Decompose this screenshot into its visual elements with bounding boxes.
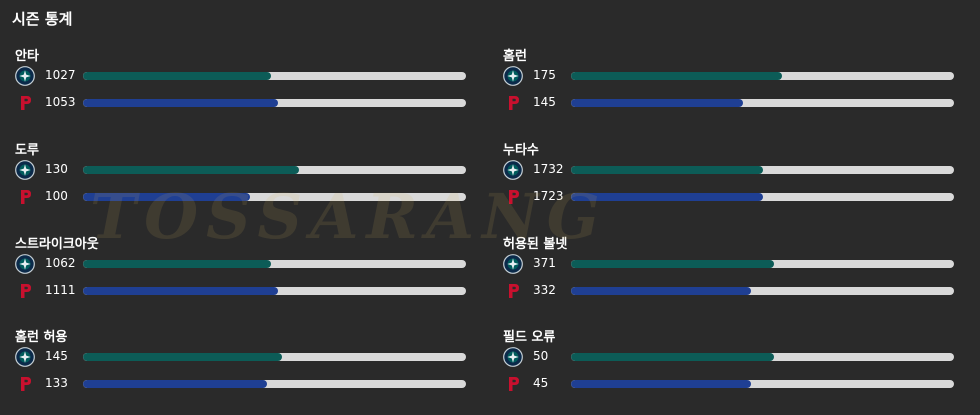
stat-bar-track [83, 166, 466, 174]
stat-value: 1062 [45, 256, 76, 270]
stat-value: 1732 [533, 162, 564, 176]
stat-bar-track [571, 166, 954, 174]
stat-value: 371 [533, 256, 556, 270]
mariners-stat-row: 371 [498, 253, 958, 275]
phillies-stat-row: 332 [498, 280, 958, 302]
mariners-stat-row: 145 [10, 346, 470, 368]
stat-bar-fill [571, 99, 744, 107]
stat-block: 홈런 175 145 [498, 45, 958, 125]
mariners-logo-icon [503, 160, 523, 180]
stat-value: 130 [45, 162, 68, 176]
stat-value: 45 [533, 376, 549, 390]
stat-bar-fill [83, 287, 279, 295]
phillies-logo-icon [15, 374, 35, 394]
stat-label: 홈런 허용 [15, 330, 68, 345]
phillies-logo-icon [503, 374, 523, 394]
stat-bar-track [571, 99, 954, 107]
mariners-stat-row: 130 [10, 159, 470, 181]
stat-bar-track [83, 353, 466, 361]
stat-bar-track [571, 380, 954, 388]
stat-bar-fill [571, 287, 751, 295]
stat-bar-track [83, 72, 466, 80]
stat-block: 필드 오류 50 45 [498, 326, 958, 406]
mariners-stat-row: 1027 [10, 65, 470, 87]
phillies-stat-row: 1723 [498, 186, 958, 208]
stat-value: 145 [533, 95, 556, 109]
mariners-logo-icon [15, 66, 35, 86]
mariners-logo-icon [503, 66, 523, 86]
mariners-logo-icon [15, 160, 35, 180]
stat-bar-fill [83, 260, 271, 268]
stat-label: 누타수 [503, 143, 539, 158]
stat-label: 안타 [15, 49, 39, 64]
mariners-stat-row: 50 [498, 346, 958, 368]
mariners-stat-row: 1062 [10, 253, 470, 275]
stat-block: 안타 1027 1053 [10, 45, 470, 125]
phillies-stat-row: 1053 [10, 92, 470, 114]
mariners-stat-row: 175 [498, 65, 958, 87]
stat-value: 145 [45, 349, 68, 363]
phillies-stat-row: 45 [498, 373, 958, 395]
stat-value: 1723 [533, 189, 564, 203]
stat-bar-fill [83, 193, 250, 201]
phillies-logo-icon [503, 281, 523, 301]
phillies-logo-icon [15, 187, 35, 207]
stat-bar-fill [571, 166, 763, 174]
mariners-logo-icon [15, 347, 35, 367]
phillies-stat-row: 1111 [10, 280, 470, 302]
stat-bar-fill [571, 193, 763, 201]
stat-block: 누타수 1732 1723 [498, 139, 958, 219]
stat-bar-fill [83, 166, 300, 174]
stat-bar-fill [83, 353, 283, 361]
stat-bar-track [83, 287, 466, 295]
stat-label: 필드 오류 [503, 330, 556, 345]
stat-value: 332 [533, 283, 556, 297]
mariners-logo-icon [15, 254, 35, 274]
phillies-logo-icon [503, 93, 523, 113]
stat-bar-track [83, 193, 466, 201]
stat-value: 1027 [45, 68, 76, 82]
stat-block: 허용된 볼넷 371 332 [498, 233, 958, 313]
stat-block: 홈런 허용 145 133 [10, 326, 470, 406]
stat-bar-fill [83, 72, 271, 80]
phillies-stat-row: 145 [498, 92, 958, 114]
stat-value: 175 [533, 68, 556, 82]
stat-label: 허용된 볼넷 [503, 237, 568, 252]
stat-value: 1053 [45, 95, 76, 109]
stat-block: 도루 130 100 [10, 139, 470, 219]
stat-bar-track [83, 99, 466, 107]
mariners-logo-icon [503, 254, 523, 274]
stat-bar-track [571, 72, 954, 80]
stat-value: 133 [45, 376, 68, 390]
stat-bar-fill [571, 353, 774, 361]
phillies-stat-row: 133 [10, 373, 470, 395]
phillies-logo-icon [15, 93, 35, 113]
stat-bar-track [571, 353, 954, 361]
stat-value: 50 [533, 349, 549, 363]
stat-bar-fill [571, 72, 782, 80]
stat-bar-track [571, 260, 954, 268]
stat-bar-fill [83, 99, 279, 107]
panel-title: 시즌 통계 [12, 10, 73, 28]
stat-bar-fill [83, 380, 267, 388]
stat-bar-fill [571, 380, 751, 388]
stat-label: 도루 [15, 143, 39, 158]
phillies-logo-icon [15, 281, 35, 301]
stat-bar-track [83, 380, 466, 388]
phillies-logo-icon [503, 187, 523, 207]
stat-value: 100 [45, 189, 68, 203]
stat-value: 1111 [45, 283, 76, 297]
stat-bar-track [571, 287, 954, 295]
stat-block: 스트라이크아웃 1062 1111 [10, 233, 470, 313]
stat-bar-track [571, 193, 954, 201]
mariners-stat-row: 1732 [498, 159, 958, 181]
stat-bar-fill [571, 260, 774, 268]
stat-bar-track [83, 260, 466, 268]
stat-label: 홈런 [503, 49, 527, 64]
mariners-logo-icon [503, 347, 523, 367]
stat-label: 스트라이크아웃 [15, 237, 99, 252]
phillies-stat-row: 100 [10, 186, 470, 208]
